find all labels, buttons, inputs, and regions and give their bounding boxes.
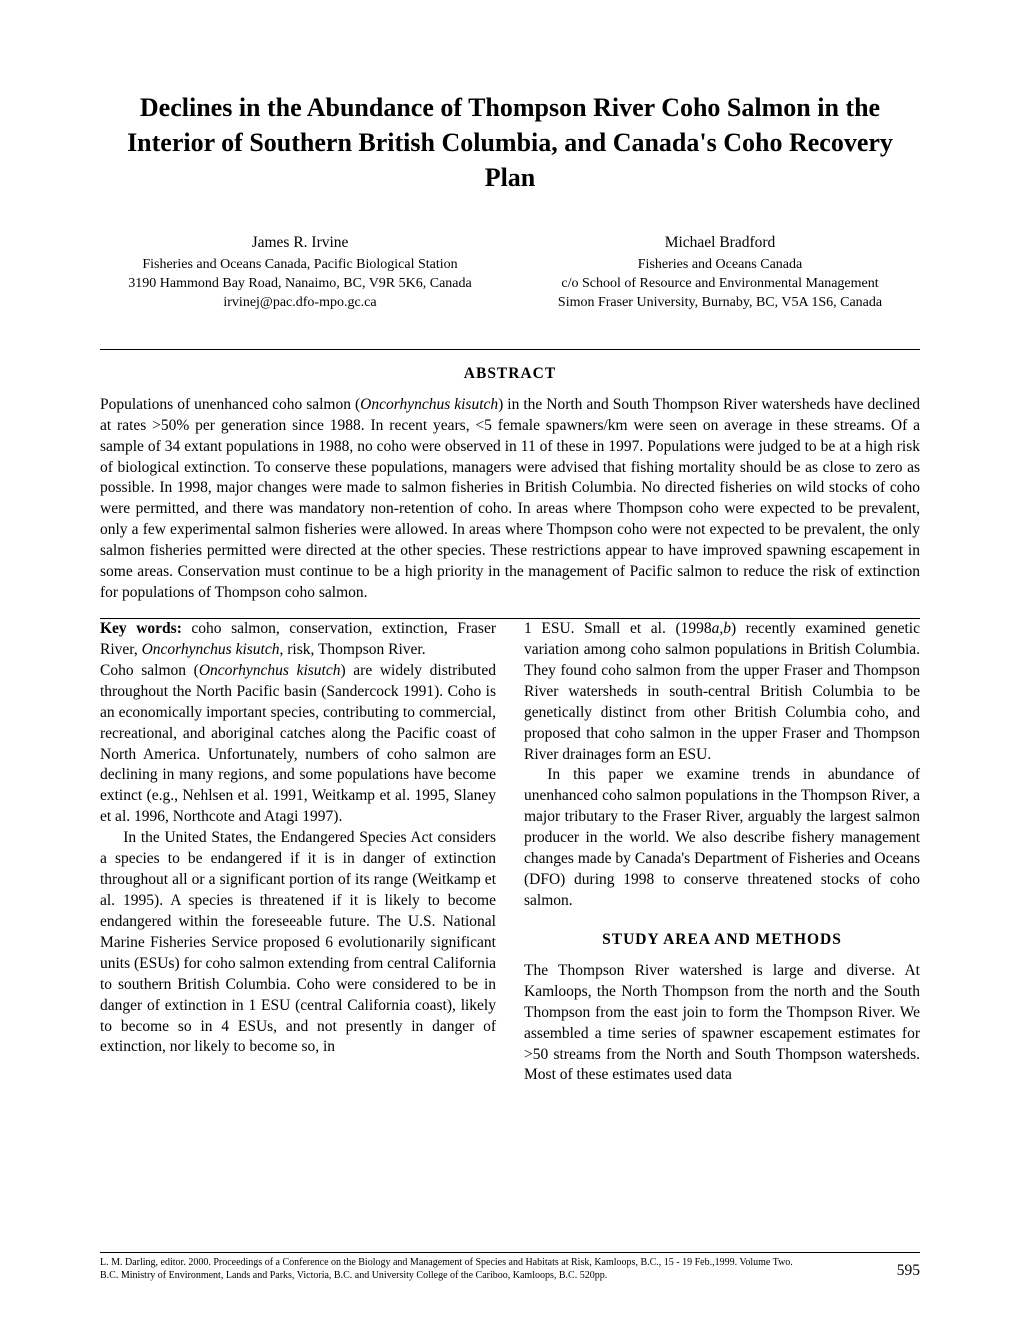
abstract-rule-top bbox=[100, 349, 920, 350]
author-email: irvinej@pac.dfo-mpo.gc.ca bbox=[100, 294, 500, 313]
species-name: Oncorhynchus kisutch bbox=[199, 662, 341, 679]
body-text: ) recently examined genetic variation am… bbox=[524, 620, 920, 763]
author-affil-line: Fisheries and Oceans Canada, Pacific Bio… bbox=[100, 256, 500, 275]
footer-line: L. M. Darling, editor. 2000. Proceedings… bbox=[100, 1257, 793, 1268]
species-name: Oncorhynchus kisutch bbox=[360, 396, 498, 413]
species-name: Oncorhynchus kisutch bbox=[142, 641, 280, 658]
author-affil-line: 3190 Hammond Bay Road, Nanaimo, BC, V9R … bbox=[100, 275, 500, 294]
page-number: 595 bbox=[897, 1261, 920, 1282]
author-affil-line: Fisheries and Oceans Canada bbox=[520, 256, 920, 275]
body-paragraph: In the United States, the Endangered Spe… bbox=[100, 828, 496, 1058]
abstract-heading: ABSTRACT bbox=[100, 364, 920, 385]
footer-line: B.C. Ministry of Environment, Lands and … bbox=[100, 1270, 607, 1281]
body-text: ) are widely distributed throughout the … bbox=[100, 662, 496, 825]
paper-title: Declines in the Abundance of Thompson Ri… bbox=[100, 90, 920, 195]
body-paragraph: The Thompson River watershed is large an… bbox=[524, 961, 920, 1087]
author-block-1: James R. Irvine Fisheries and Oceans Can… bbox=[100, 233, 500, 313]
footer-rule bbox=[100, 1252, 920, 1253]
author-affil-line: c/o School of Resource and Environmental… bbox=[520, 275, 920, 294]
body-paragraph: Coho salmon (Oncorhynchus kisutch) are w… bbox=[100, 661, 496, 828]
author-row: James R. Irvine Fisheries and Oceans Can… bbox=[100, 233, 920, 313]
footer-citation: L. M. Darling, editor. 2000. Proceedings… bbox=[100, 1257, 920, 1282]
keywords-label: Key words: bbox=[100, 620, 182, 637]
abstract-text: Populations of unenhanced coho salmon ( bbox=[100, 396, 360, 413]
body-paragraph: 1 ESU. Small et al. (1998a,b) recently e… bbox=[524, 619, 920, 765]
author-block-2: Michael Bradford Fisheries and Oceans Ca… bbox=[520, 233, 920, 313]
author-affil-line: Simon Fraser University, Burnaby, BC, V5… bbox=[520, 294, 920, 313]
body-text: Coho salmon ( bbox=[100, 662, 199, 679]
author-name: James R. Irvine bbox=[100, 233, 500, 254]
keywords: Key words: coho salmon, conservation, ex… bbox=[100, 619, 496, 661]
abstract-text: ) in the North and South Thompson River … bbox=[100, 396, 920, 601]
section-heading: STUDY AREA AND METHODS bbox=[524, 930, 920, 951]
body-columns: Key words: coho salmon, conservation, ex… bbox=[100, 619, 920, 1086]
author-name: Michael Bradford bbox=[520, 233, 920, 254]
keywords-text: , risk, Thompson River. bbox=[279, 641, 425, 658]
abstract-body: Populations of unenhanced coho salmon (O… bbox=[100, 395, 920, 604]
body-text: 1 ESU. Small et al. (1998 bbox=[524, 620, 712, 637]
body-paragraph: In this paper we examine trends in abund… bbox=[524, 765, 920, 911]
page-footer: L. M. Darling, editor. 2000. Proceedings… bbox=[100, 1252, 920, 1282]
citation-ital: a,b bbox=[712, 620, 731, 637]
